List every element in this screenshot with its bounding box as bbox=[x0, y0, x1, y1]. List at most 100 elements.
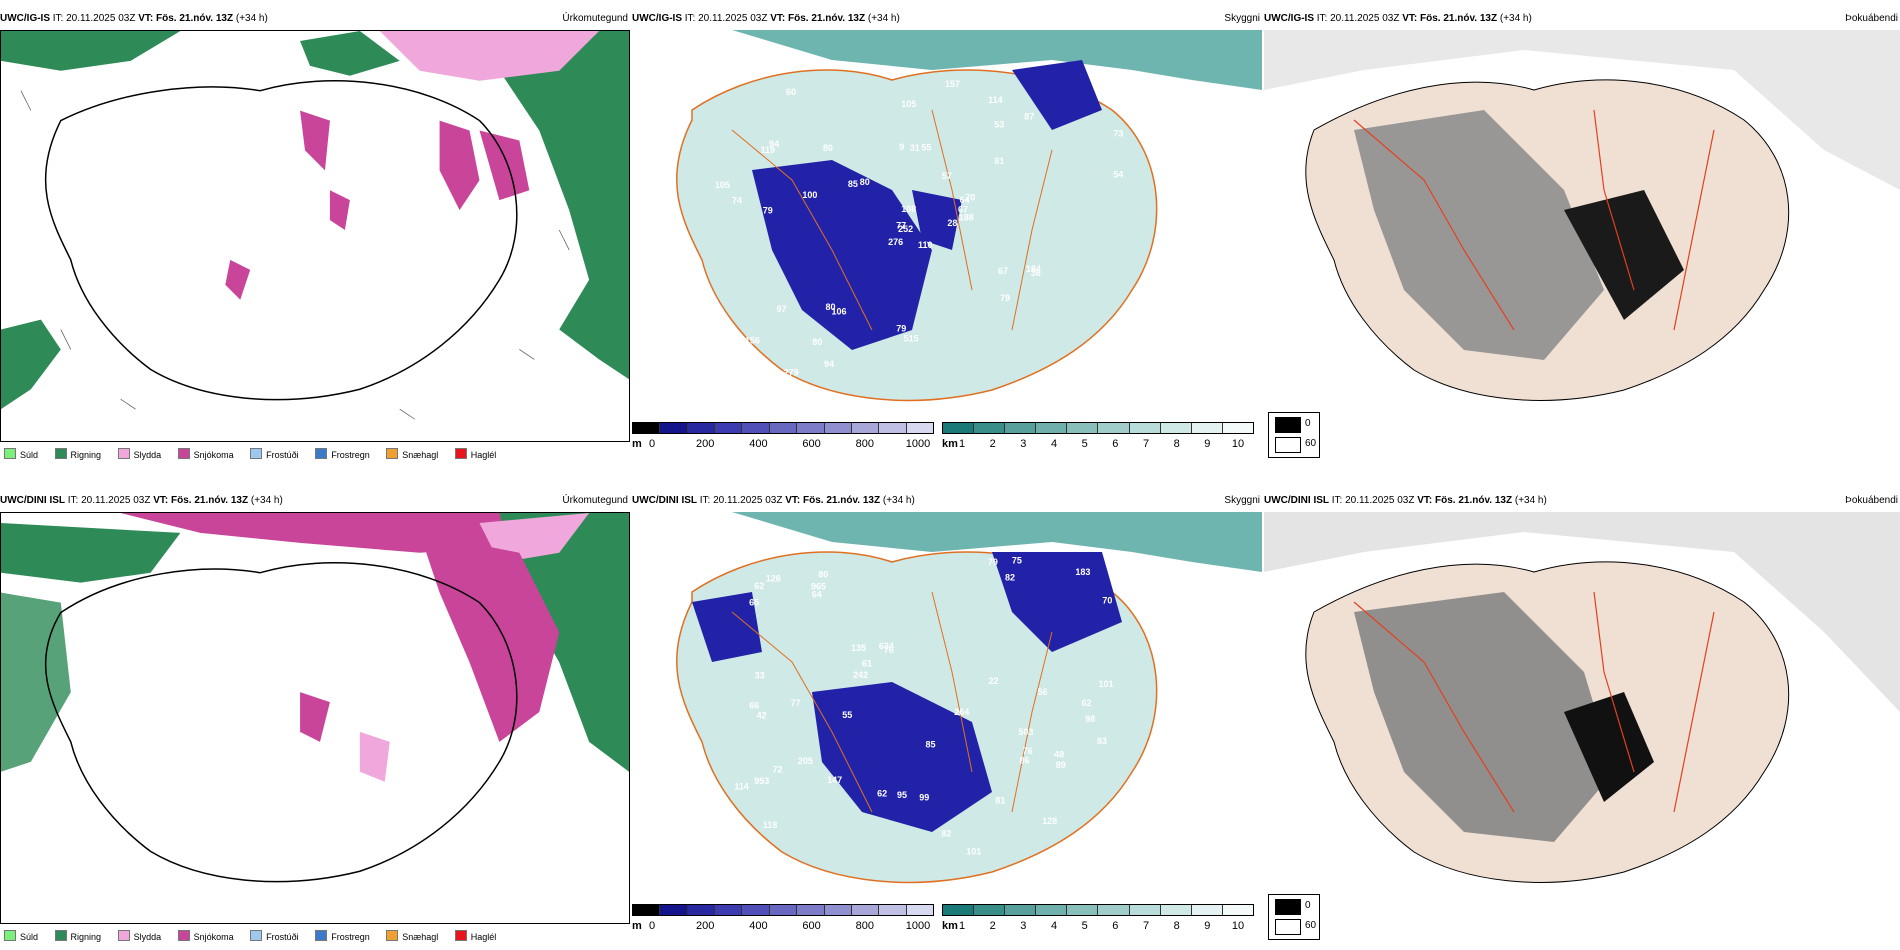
ceiling-value-label: 9 bbox=[899, 142, 904, 152]
ceiling-value-label: 85 bbox=[926, 740, 936, 750]
ceiling-value-label: 105 bbox=[901, 99, 916, 109]
panel-title: Skyggni bbox=[1224, 13, 1260, 24]
colorbar-segment bbox=[1191, 905, 1223, 915]
ceiling-value-label: 22 bbox=[989, 676, 999, 686]
ceiling-value-label: 47 bbox=[1106, 363, 1116, 373]
colorbar-segment bbox=[715, 423, 743, 433]
legend-swatch bbox=[386, 448, 399, 459]
ceiling-value-label: 81 bbox=[995, 795, 1005, 805]
legend-swatch bbox=[250, 930, 263, 941]
valid-time: Fös. 21.nóv. 13Z bbox=[1435, 495, 1513, 506]
colorbar-tick: 6 bbox=[1112, 920, 1119, 932]
lead-time: (+34 h) bbox=[250, 495, 283, 506]
colorbar-tick: 0 bbox=[648, 438, 656, 450]
init-label: IT: bbox=[67, 495, 79, 506]
colorbar-tick: 8 bbox=[1173, 438, 1180, 450]
ceiling-value-label: 33 bbox=[755, 671, 765, 681]
ceiling-value-label: 42 bbox=[757, 711, 767, 721]
cloud-legend-swatch-black bbox=[1275, 899, 1301, 915]
colorbar-unit: m bbox=[632, 438, 642, 450]
colorbar-segment bbox=[633, 905, 661, 915]
legend-swatch bbox=[177, 448, 190, 459]
init-label: IT: bbox=[52, 13, 64, 24]
ceiling-value-label: 82 bbox=[1005, 573, 1015, 583]
legend-label: Slydda bbox=[133, 932, 162, 942]
ceiling-value-label: 183 bbox=[1075, 567, 1090, 577]
ceiling-value-label: 76 bbox=[1023, 746, 1033, 756]
ceiling-value-label: 64 bbox=[812, 590, 822, 600]
ceiling-value-label: 106 bbox=[832, 306, 847, 316]
colorbar-tick: 2 bbox=[989, 920, 996, 932]
colorbar-segment bbox=[1160, 423, 1192, 433]
ceiling-value-label: 147 bbox=[827, 775, 842, 785]
legend-item: Haglél bbox=[454, 448, 496, 460]
colorbar-tick: 600 bbox=[802, 438, 821, 450]
ceiling-value-label: 85 bbox=[848, 179, 858, 189]
panel-title: Úrkomutegund bbox=[562, 13, 628, 24]
colorbar-segment bbox=[769, 423, 798, 433]
ceiling-value-label: 188 bbox=[959, 213, 974, 223]
ceiling-value-label: 77 bbox=[1096, 820, 1106, 830]
colorbar-segment bbox=[633, 423, 661, 433]
legend-item: Rigning bbox=[54, 448, 101, 460]
legend-item: Snæhagl bbox=[386, 448, 438, 460]
colorbar-tick: 4 bbox=[1050, 920, 1058, 932]
ceiling-value-label: 128 bbox=[1042, 816, 1057, 826]
panel-title: Úrkomutegund bbox=[562, 495, 628, 506]
ceiling-value-label: 100 bbox=[802, 190, 817, 200]
ceiling-value-label: 73 bbox=[1113, 129, 1123, 139]
legend-item: Frostúði bbox=[250, 448, 299, 460]
ceiling-value-label: 82 bbox=[941, 828, 951, 838]
ceiling-value-label: 66 bbox=[749, 701, 759, 711]
cloud-legend-row1: 0 60 bbox=[1268, 412, 1320, 458]
cloud-map-svg bbox=[1264, 30, 1900, 464]
colorbar-segment bbox=[1129, 905, 1161, 915]
ceiling-value-label: 184 bbox=[1026, 264, 1041, 274]
valid-label: VT: bbox=[1402, 13, 1418, 24]
colorbar-segment bbox=[879, 423, 907, 433]
ceiling-value-label: 77 bbox=[791, 698, 801, 708]
legend-label: Frostregn bbox=[331, 932, 370, 942]
init-label: IT: bbox=[1316, 13, 1328, 24]
visibility-ticks: km 1 2 3 4 5 6 7 8 9 10 bbox=[942, 438, 1252, 452]
precip-map-svg bbox=[1, 513, 629, 923]
cloud-map bbox=[1264, 30, 1900, 464]
valid-time: Fös. 21.nóv. 13Z bbox=[788, 13, 866, 24]
visibility-ticks: km 1 2 3 4 5 6 7 8 9 10 bbox=[942, 920, 1252, 934]
lead-time: (+34 h) bbox=[235, 13, 268, 24]
ceiling-value-label: 79 bbox=[1000, 293, 1010, 303]
colorbar-segment bbox=[974, 423, 1006, 433]
init-time: 20.11.2025 03Z bbox=[713, 495, 783, 506]
legend-swatch bbox=[117, 448, 130, 459]
legend-item: Snjókoma bbox=[177, 930, 234, 942]
ceiling-value-label: 48 bbox=[1054, 749, 1064, 759]
ceiling-value-label: 74 bbox=[732, 196, 742, 206]
ceiling-map-svg: 503 98 118 80 76 128 953 82 135 101 65 66 62 77 62 101 8… bbox=[632, 512, 1262, 902]
valid-time: Fös. 21.nóv. 13Z bbox=[156, 13, 234, 24]
ceiling-value-label: 114 bbox=[734, 782, 749, 792]
colorbar-segment bbox=[851, 423, 880, 433]
ceiling-ticks: m 0 200 400 600 800 1000 bbox=[632, 920, 932, 934]
ceiling-ticks: m 0 200 400 600 800 1000 bbox=[632, 438, 932, 452]
colorbar-tick: 8 bbox=[1173, 920, 1180, 932]
legend-swatch bbox=[386, 930, 399, 941]
ceiling-value-label: 126 bbox=[766, 573, 781, 583]
legend-label: Frostregn bbox=[331, 450, 370, 460]
ceiling-value-label: 965 bbox=[811, 581, 826, 591]
ceiling-value-label: 87 bbox=[1024, 112, 1034, 122]
ceiling-value-label: 98 bbox=[1085, 714, 1095, 724]
ceiling-value-label: 89 bbox=[1056, 760, 1066, 770]
legend-swatch bbox=[315, 448, 328, 459]
colorbar-tick: 1000 bbox=[905, 920, 931, 932]
legend-item: Snjókoma bbox=[177, 448, 234, 460]
colorbar-tick: 7 bbox=[1142, 920, 1150, 932]
ceiling-value-label: 67 bbox=[958, 204, 968, 214]
colorbar-segment bbox=[943, 423, 975, 433]
colorbar-tick: 2 bbox=[989, 438, 996, 450]
legend-label: Rigning bbox=[70, 932, 102, 942]
colorbar-segment bbox=[1222, 423, 1253, 433]
precip-map bbox=[0, 512, 630, 924]
ceiling-value-label: 953 bbox=[754, 776, 769, 786]
panel-header: UWC/DINI ISL IT: 20.11.2025 03Z VT: Fös.… bbox=[1264, 494, 1900, 510]
cloud-map-svg bbox=[1264, 512, 1900, 946]
